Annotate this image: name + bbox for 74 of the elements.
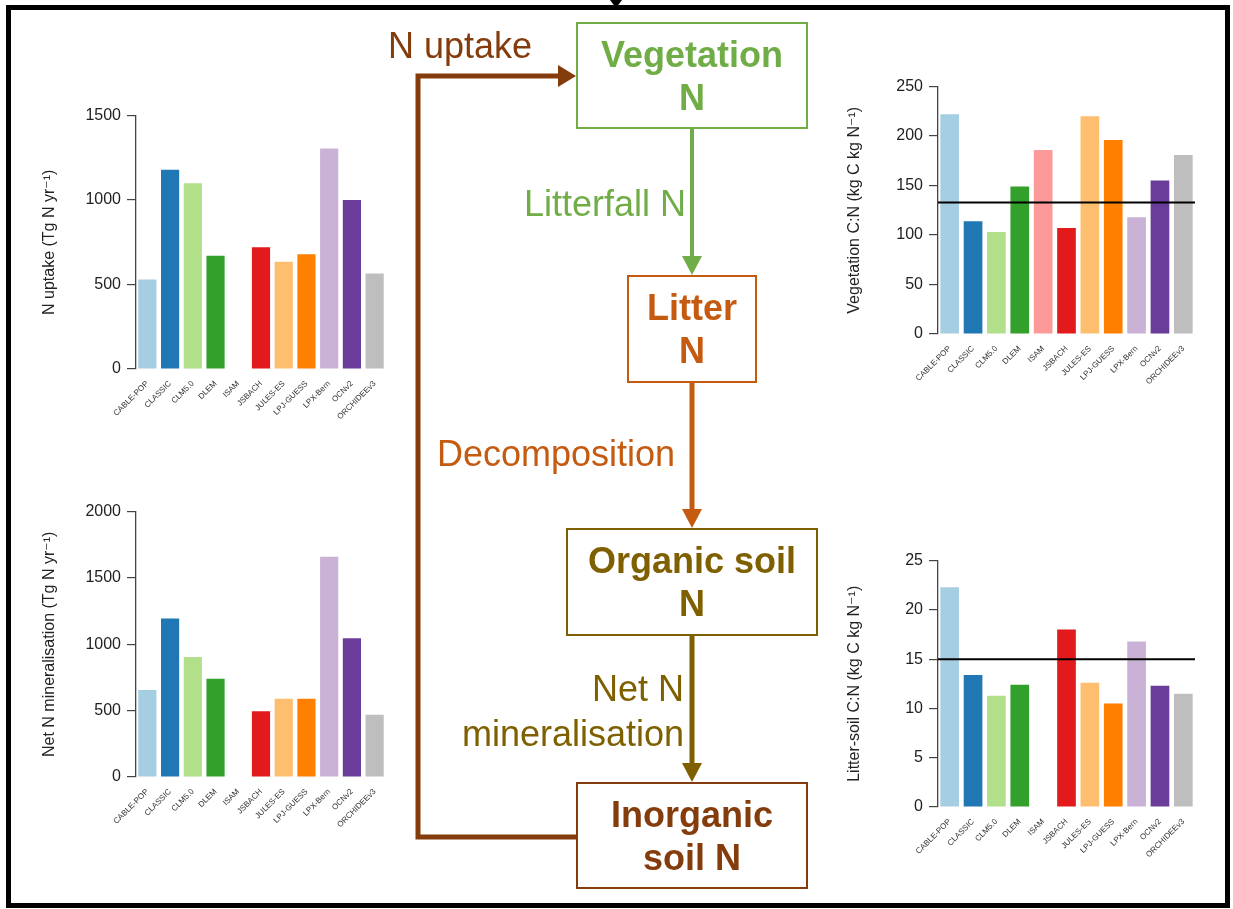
bar [963, 674, 983, 807]
bar [1150, 685, 1170, 807]
y-tick-label: 2000 [85, 502, 122, 520]
y-tick-label: 0 [914, 324, 924, 342]
y-tick-label: 200 [896, 126, 924, 144]
text: Decomposition [437, 432, 676, 476]
y-tick-label: 0 [112, 767, 122, 785]
bar [1033, 149, 1053, 334]
y-tick-label: 0 [112, 359, 122, 377]
y-tick-label: 25 [905, 551, 924, 569]
y-tick-label: 1500 [85, 568, 122, 586]
bar [1150, 180, 1170, 334]
y-axis-title: Litter-soil C:N (kg C kg N⁻¹) [845, 585, 863, 782]
bar [342, 638, 361, 777]
bar [297, 698, 316, 777]
y-tick-label: 10 [905, 698, 924, 716]
text: Litterfall N [523, 182, 686, 226]
bar [1173, 154, 1193, 334]
bar [987, 232, 1006, 334]
bar [183, 183, 202, 369]
bar [365, 714, 384, 777]
bar [1127, 217, 1146, 334]
bar [1080, 682, 1100, 807]
bar [940, 587, 960, 807]
bar [161, 618, 180, 777]
y-axis-title: Net N mineralisation (Tg N yr⁻¹) [40, 531, 58, 757]
y-tick-label: 5 [914, 748, 924, 766]
text: Organic soil N [586, 538, 798, 626]
text: N uptake [388, 24, 533, 68]
y-tick-label: 150 [896, 175, 924, 193]
bar [297, 254, 316, 369]
y-tick-label: 1000 [85, 634, 122, 652]
bar [138, 279, 157, 369]
bar [320, 148, 339, 369]
y-tick-label: 15 [905, 649, 924, 667]
bar [138, 690, 157, 777]
y-tick-label: 500 [94, 274, 122, 292]
y-tick-label: 1000 [85, 190, 122, 208]
bar [1057, 228, 1076, 334]
y-tick-label: 50 [905, 274, 924, 292]
bar [1010, 186, 1030, 334]
y-tick-label: 500 [94, 701, 122, 719]
bar [1103, 140, 1123, 334]
y-tick-label: 20 [905, 600, 924, 618]
bar [342, 200, 361, 369]
y-tick-label: 0 [914, 797, 924, 815]
y-tick-label: 250 [896, 77, 924, 95]
text: Inorganic soil N [610, 792, 774, 879]
bar [274, 261, 293, 369]
bar [1010, 684, 1030, 807]
bar [161, 169, 180, 369]
bar [1080, 116, 1100, 334]
text: Vegetation N [599, 32, 784, 119]
bar [251, 711, 271, 777]
bar [320, 556, 339, 777]
y-axis-title: Vegetation C:N (kg C kg N⁻¹) [845, 106, 863, 314]
bar [1173, 693, 1193, 807]
bar [1127, 641, 1146, 807]
bar [963, 221, 983, 334]
bar [940, 114, 960, 334]
bar [987, 695, 1006, 807]
bar [206, 255, 225, 369]
y-tick-label: 1500 [85, 106, 122, 124]
bar [1057, 629, 1076, 807]
bar [251, 247, 271, 369]
bar [206, 678, 225, 777]
bar [1103, 703, 1123, 807]
text: Net N mineralisation [460, 667, 684, 756]
bar [274, 698, 293, 777]
bar [365, 273, 384, 369]
y-tick-label: 100 [896, 225, 924, 243]
y-axis-title: N uptake (Tg N yr⁻¹) [40, 169, 58, 315]
text: Litter N [646, 285, 738, 373]
bar [183, 656, 202, 777]
